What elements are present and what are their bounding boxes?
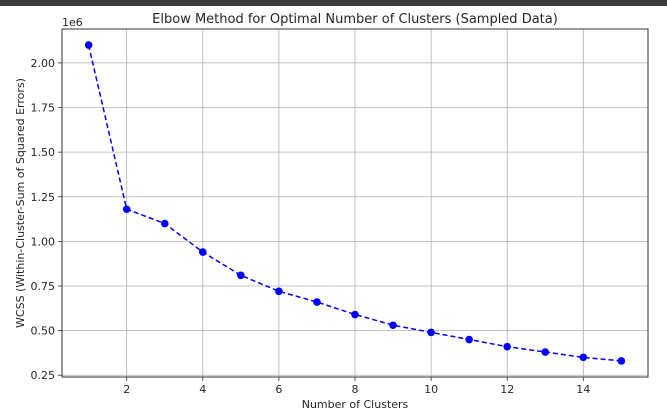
data-point: [84, 41, 93, 49]
x-axis-label: Number of Clusters: [302, 398, 409, 411]
y-tick-label: 1.50: [31, 146, 56, 159]
data-point: [275, 287, 283, 296]
x-axis: 2 4 6 8 10 12 14: [123, 377, 590, 396]
y-tick-label: 0.75: [31, 280, 56, 293]
chart-title: Elbow Method for Optimal Number of Clust…: [152, 12, 558, 27]
x-tick-label: 4: [199, 383, 206, 396]
y-offset-text: 1e6: [62, 16, 83, 29]
x-tick-label: 14: [576, 383, 590, 396]
x-tick-label: 10: [424, 383, 438, 396]
data-point: [160, 219, 169, 228]
y-tick-label: 2.00: [31, 57, 56, 70]
series-line: [87, 44, 622, 362]
data-point: [503, 342, 512, 351]
x-tick-label: 6: [275, 383, 282, 396]
data-point: [617, 357, 626, 365]
window-top-bar: [0, 0, 667, 6]
data-point: [237, 271, 245, 280]
data-point: [122, 205, 131, 214]
data-point: [465, 335, 473, 344]
x-tick-label: 12: [500, 383, 514, 396]
data-point: [579, 353, 588, 362]
y-tick-label: 0.25: [31, 369, 56, 382]
y-axis-label: WCSS (Within-Cluster-Sum of Squared Erro…: [14, 78, 27, 328]
y-tick-label: 1.75: [31, 102, 56, 115]
data-point: [313, 298, 321, 306]
y-tick-label: 1.00: [31, 235, 56, 248]
data-point: [389, 321, 397, 330]
data-point: [541, 348, 550, 356]
grid-lines: [62, 29, 648, 377]
data-point: [198, 248, 207, 256]
x-tick-label: 2: [123, 383, 130, 396]
data-point: [427, 328, 435, 337]
data-point: [351, 310, 359, 319]
x-tick-label: 8: [352, 383, 359, 396]
series-layer: [84, 41, 626, 365]
y-tick-label: 1.25: [31, 191, 56, 204]
y-tick-label: 0.50: [31, 325, 56, 338]
y-axis: 0.25 0.50 0.75 1.00 1.25 1.50 1.75 2.00: [31, 57, 62, 382]
